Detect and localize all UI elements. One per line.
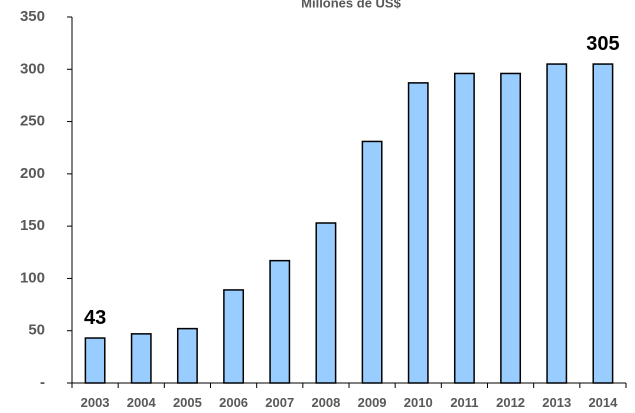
bar-2004 — [130, 333, 152, 384]
x-tick-label: 2009 — [358, 395, 387, 410]
data-label-2014: 305 — [586, 33, 619, 55]
x-tick-label: 2007 — [265, 395, 294, 410]
x-tick-label: 2011 — [450, 395, 478, 410]
x-tick-label: 2008 — [311, 395, 340, 410]
bars — [84, 63, 614, 384]
chart-title: Millones de US$ — [301, 0, 401, 10]
x-tick-label: 2012 — [496, 395, 525, 410]
bar-2010 — [407, 82, 429, 384]
y-axis-ticks: - 50 100 150 200 250 300 350 — [20, 8, 72, 391]
x-tick-label: 2004 — [127, 395, 157, 410]
x-tick-label: 2005 — [173, 395, 202, 410]
bar-2007 — [269, 259, 291, 384]
y-tick-label: 50 — [28, 322, 45, 339]
x-tick-label: 2006 — [219, 395, 248, 410]
x-tick-label: 2013 — [542, 395, 571, 410]
y-tick-label: 100 — [20, 269, 45, 286]
x-axis-ticks: 2003 2004 2005 2006 2007 2008 2009 2010 2011 2012… — [71, 383, 627, 410]
bar-2011 — [453, 72, 475, 384]
y-tick-label: 250 — [20, 113, 45, 130]
x-tick-label: 2014 — [588, 395, 618, 410]
bar-2012 — [500, 72, 522, 384]
y-tick-label: 350 — [20, 8, 45, 25]
bar-2006 — [223, 289, 245, 384]
bar-2005 — [176, 327, 198, 384]
y-tick-label: 200 — [20, 165, 45, 182]
bar-2013 — [546, 63, 568, 384]
bar-2014 — [592, 63, 614, 384]
y-tick-label: 150 — [20, 217, 45, 234]
x-tick-label: 2003 — [81, 395, 110, 410]
data-label-2003: 43 — [84, 307, 106, 329]
bar-2008 — [315, 222, 337, 384]
data-labels: 43 305 — [84, 33, 620, 329]
bar-2003 — [84, 337, 106, 384]
y-tick-label: 300 — [20, 60, 45, 77]
x-tick-label: 2010 — [404, 395, 433, 410]
bar-2009 — [361, 140, 383, 384]
y-tick-label: - — [40, 374, 45, 391]
